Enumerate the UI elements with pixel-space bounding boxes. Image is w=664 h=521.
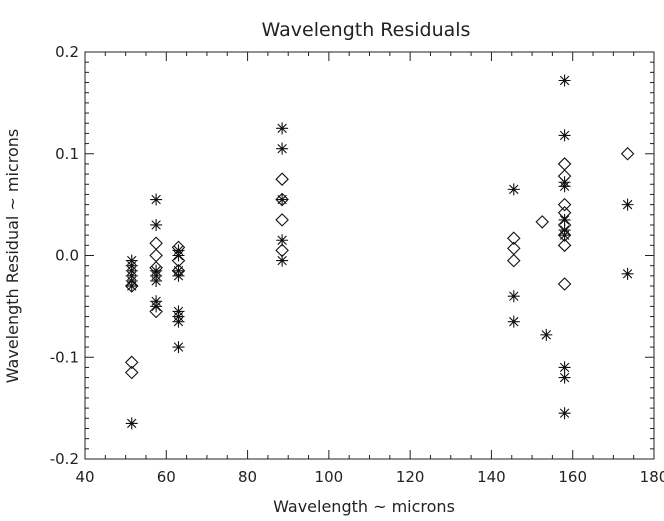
diamond-point <box>124 279 139 293</box>
data-points <box>124 74 635 430</box>
x-axis: 40 60 80 100 120 140 160 180 <box>75 52 664 486</box>
y-tick-label: -0.1 <box>50 348 79 366</box>
diamond-point <box>275 243 289 258</box>
asterisk-point <box>558 129 571 142</box>
diamond-point <box>535 215 550 229</box>
diamond-point <box>557 228 572 242</box>
asterisk-point <box>558 407 571 420</box>
y-tick-label: 0.1 <box>55 145 79 163</box>
asterisk-point <box>558 74 571 87</box>
asterisk-point <box>150 218 163 231</box>
x-tick-label: 160 <box>558 468 587 486</box>
asterisk-point <box>276 142 289 155</box>
chart-title: Wavelength Residuals <box>262 19 471 41</box>
x-tick-label: 60 <box>157 468 176 486</box>
diamond-point <box>507 231 521 245</box>
asterisk-point <box>507 290 520 303</box>
y-tick-label: 0.0 <box>55 247 79 265</box>
asterisk-point <box>507 315 520 328</box>
diamond-point <box>149 260 163 275</box>
diamond-point <box>124 355 139 370</box>
asterisk-point <box>558 371 571 384</box>
asterisk-point <box>558 180 571 193</box>
asterisk-point <box>276 254 289 267</box>
asterisk-point <box>150 300 163 313</box>
x-tick-label: 100 <box>315 468 344 486</box>
diamond-point <box>149 248 163 263</box>
asterisk-point <box>621 267 634 280</box>
asterisk-point <box>558 213 571 226</box>
asterisk-point <box>150 193 163 206</box>
diamond-point <box>124 365 139 380</box>
diamond-point <box>557 157 572 171</box>
x-tick-label: 120 <box>396 468 425 486</box>
diamond-point <box>557 238 572 253</box>
diamond-point <box>557 277 572 291</box>
diamond-point <box>507 253 521 268</box>
y-axis-label: Wavelength Residual ~ microns <box>3 129 22 383</box>
diamond-point <box>171 240 186 255</box>
diamond-point <box>149 236 163 251</box>
asterisk-point <box>276 193 289 206</box>
diamond-point <box>275 213 289 227</box>
y-axis: -0.2 -0.1 0.0 0.1 0.2 <box>50 43 654 468</box>
diamond-point <box>171 253 186 268</box>
plot-frame <box>84 51 655 460</box>
asterisk-point <box>125 280 138 293</box>
diamond-point <box>557 197 572 212</box>
asterisk-point <box>276 122 289 135</box>
asterisk-point <box>540 328 553 341</box>
diamond-point <box>275 172 289 186</box>
diamond-point <box>171 263 186 278</box>
asterisk-point <box>507 183 520 196</box>
x-tick-label: 140 <box>477 468 506 486</box>
asterisk-point <box>125 417 138 430</box>
asterisk-point <box>150 274 163 287</box>
asterisk-point <box>558 361 571 374</box>
x-tick-label: 180 <box>640 468 664 486</box>
asterisk-point <box>558 229 571 242</box>
diamond-point <box>557 218 572 232</box>
x-axis-label: Wavelength ~ microns <box>273 497 455 516</box>
diamond-point <box>275 192 289 207</box>
asterisk-point <box>172 269 185 282</box>
y-tick-label: 0.2 <box>55 43 79 61</box>
asterisk-point <box>172 249 185 262</box>
diamond-point <box>620 146 635 161</box>
x-tick-label: 80 <box>238 468 257 486</box>
x-tick-label: 40 <box>75 468 94 486</box>
diamond-point <box>557 169 572 183</box>
diamond-point <box>149 304 163 319</box>
asterisk-point <box>621 198 634 211</box>
asterisk-point <box>172 341 185 354</box>
asterisk-point <box>276 234 289 247</box>
asterisk-point <box>172 315 185 328</box>
y-tick-label: -0.2 <box>50 450 79 468</box>
